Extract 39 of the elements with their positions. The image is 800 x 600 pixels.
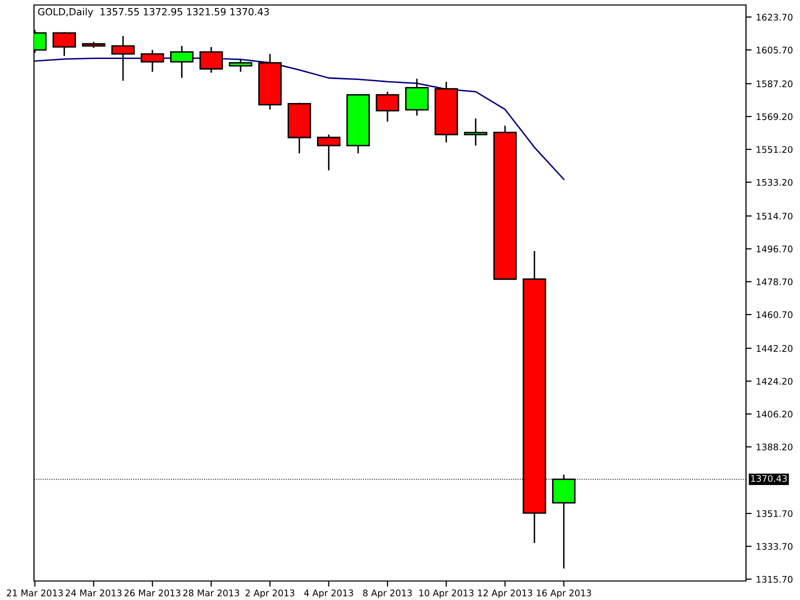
- y-tick-label: 1388.20: [756, 444, 792, 450]
- y-tick-label: 1351.70: [756, 510, 792, 518]
- x-tick-label: 4 Apr 2013: [304, 589, 354, 598]
- candlestick: [376, 90, 400, 122]
- x-tick-label: 16 Apr 2013: [536, 589, 591, 598]
- y-tick-label: 1406.20: [756, 410, 792, 418]
- y-tick-label: 1315.70: [756, 576, 792, 583]
- y-tick-label: 1533.20: [756, 178, 792, 186]
- candlestick: [405, 78, 429, 116]
- y-tick-label: 1478.70: [756, 278, 792, 286]
- x-tick-label: 26 Mar 2013: [124, 589, 180, 596]
- candlestick: [199, 46, 223, 74]
- x-tick-label: 24 Mar 2013: [66, 589, 122, 596]
- y-tick-label: 1333.70: [756, 543, 792, 550]
- ref-line-label: 1370.43: [751, 475, 787, 482]
- y-tick-label: 1424.20: [756, 378, 792, 385]
- x-tick-label: 28 Mar 2013: [183, 589, 240, 596]
- x-tick-label: 21 Mar 2013: [6, 589, 63, 596]
- y-tick-label: 1496.70: [756, 246, 792, 252]
- candlestick: [228, 58, 252, 72]
- candlestick: [317, 134, 340, 172]
- y-tick-label: 1587.20: [756, 80, 792, 88]
- y-tick-label: 1551.20: [756, 146, 792, 153]
- y-tick-label: 1623.70: [756, 14, 792, 21]
- candlestick: [140, 49, 164, 72]
- chart-title: GOLD,Daily 1357.55 1372.95 1321.59 1370.43: [38, 8, 269, 18]
- x-tick-label: 12 Apr 2013: [478, 589, 532, 598]
- x-tick-label: 2 Apr 2013: [246, 589, 294, 598]
- y-tick-label: 1569.20: [756, 113, 792, 120]
- candlestick: [170, 45, 194, 79]
- y-tick-label: 1460.70: [756, 311, 792, 318]
- candlestick: [111, 35, 135, 82]
- x-tick-label: 8 Apr 2013: [363, 589, 412, 598]
- candlestick: [464, 118, 488, 146]
- candlestick: [52, 31, 76, 57]
- y-tick-label: 1442.20: [756, 345, 792, 352]
- x-tick-label: 10 Apr 2013: [419, 589, 474, 598]
- y-tick-label: 1605.70: [756, 46, 792, 54]
- y-tick-label: 1514.70: [756, 212, 792, 220]
